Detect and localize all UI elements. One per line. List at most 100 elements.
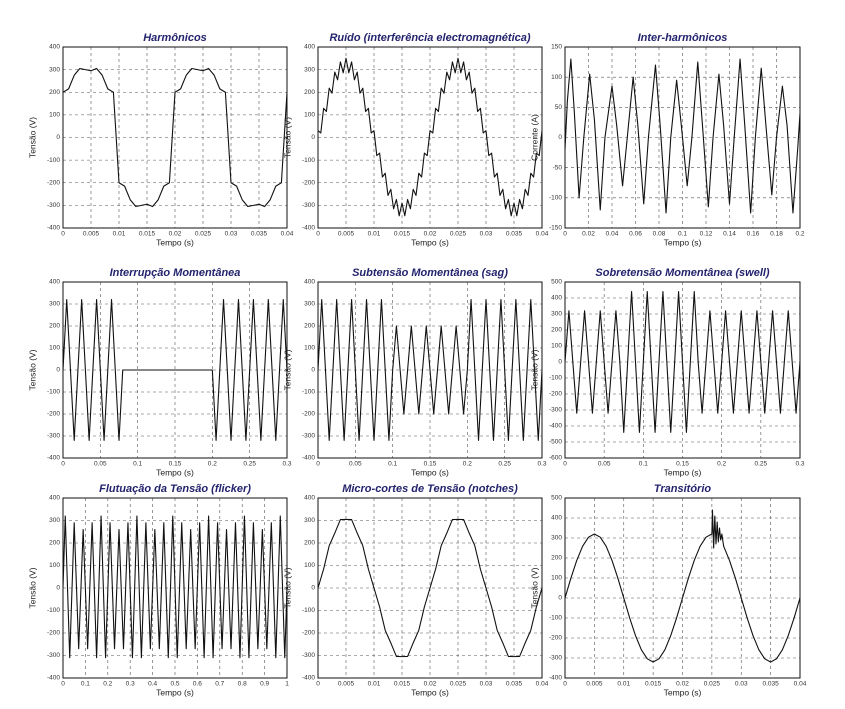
- y-tick-label: -200: [47, 630, 60, 637]
- y-axis-label: Tensão (V): [27, 349, 37, 390]
- x-tick-label: 0: [61, 681, 65, 688]
- x-tick-label: 0.25: [498, 461, 511, 468]
- y-tick-label: -300: [47, 652, 60, 659]
- x-tick-label: 0.02: [424, 231, 437, 238]
- y-tick-label: 0: [56, 367, 60, 374]
- y-tick-label: 400: [49, 44, 60, 51]
- y-tick-label: -100: [302, 157, 315, 164]
- x-tick-label: 0.03: [735, 681, 748, 688]
- x-tick-label: 0: [61, 461, 65, 468]
- y-tick-label: 400: [304, 495, 315, 502]
- x-tick-label: 0.025: [450, 231, 467, 238]
- chart-title: Flutuação da Tensão (flicker): [99, 483, 251, 495]
- plot: [318, 299, 542, 441]
- chart-title: Harmônicos: [143, 32, 207, 44]
- waveform: [318, 518, 542, 658]
- x-tick-label: 0.12: [700, 231, 713, 238]
- y-tick-label: 50: [555, 104, 563, 111]
- panel: -600 -500 -400 -300 -200 -100 0 100 200 300 400 500…: [529, 267, 805, 477]
- y-tick-label: 100: [551, 343, 562, 350]
- x-tick-label: 0.15: [676, 461, 689, 468]
- y-tick-label: -400: [302, 455, 315, 462]
- x-tick-label: 0.025: [450, 681, 467, 688]
- x-tick-label: 0.015: [645, 681, 662, 688]
- y-tick-label: 200: [551, 555, 562, 562]
- y-tick-label: 300: [551, 311, 562, 318]
- y-tick-label: -400: [549, 675, 562, 682]
- y-tick-label: -100: [549, 195, 562, 202]
- x-tick-label: 0.9: [260, 681, 269, 688]
- x-tick-label: 0.25: [755, 461, 768, 468]
- y-tick-label: -200: [47, 411, 60, 418]
- y-tick-label: 100: [49, 345, 60, 352]
- panel: -400 -300 -200 -100 0 100 200 300 400 0 0.005 0.01 0…: [282, 483, 548, 697]
- x-axis-label: Tempo (s): [411, 687, 449, 697]
- x-tick-label: 0.015: [139, 231, 156, 238]
- y-tick-label: 500: [551, 495, 562, 502]
- y-tick-label: 100: [551, 575, 562, 582]
- x-tick-label: 0.005: [586, 681, 603, 688]
- y-tick-label: -300: [302, 202, 315, 209]
- plot-frame: [317, 281, 543, 459]
- y-tick-label: 200: [49, 323, 60, 330]
- y-tick-label: 400: [551, 295, 562, 302]
- y-tick-label: -200: [47, 179, 60, 186]
- y-tick-label: -200: [302, 179, 315, 186]
- y-tick-label: 300: [304, 301, 315, 308]
- y-axis-label: Corrente (A): [529, 114, 539, 161]
- x-tick-label: 0.005: [338, 681, 355, 688]
- y-tick-label: -300: [302, 652, 315, 659]
- x-tick-label: 0.01: [617, 681, 630, 688]
- x-tick-label: 0.02: [424, 681, 437, 688]
- waveform: [63, 299, 287, 441]
- x-tick-label: 0.025: [195, 231, 212, 238]
- x-tick-label: 0.14: [723, 231, 736, 238]
- x-tick-label: 0.035: [506, 681, 523, 688]
- waveform: [565, 509, 800, 663]
- x-tick-label: 0.04: [536, 681, 549, 688]
- x-tick-label: 0.2: [103, 681, 112, 688]
- y-tick-label: 100: [304, 112, 315, 119]
- x-axis-label: Tempo (s): [664, 687, 702, 697]
- x-tick-label: 0.02: [676, 681, 689, 688]
- panel: -400 -300 -200 -100 0 100 200 300 400 0 0.05 0.1 0.1…: [27, 267, 292, 477]
- x-tick-label: 0.2: [795, 231, 804, 238]
- x-tick-label: 0.05: [94, 461, 107, 468]
- x-tick-label: 0: [316, 461, 320, 468]
- x-tick-label: 0.06: [629, 231, 642, 238]
- y-axis-label: Tensão (V): [529, 567, 539, 608]
- y-tick-label: 300: [49, 301, 60, 308]
- y-tick-label: -400: [302, 225, 315, 232]
- y-tick-label: 400: [304, 44, 315, 51]
- x-tick-label: 0.01: [113, 231, 126, 238]
- x-tick-label: 0.015: [394, 681, 411, 688]
- y-tick-label: 0: [311, 367, 315, 374]
- x-tick-label: 0.035: [762, 681, 779, 688]
- x-axis-label: Tempo (s): [156, 237, 194, 247]
- x-tick-label: 0.2: [208, 461, 217, 468]
- x-tick-label: 0.03: [225, 231, 238, 238]
- y-tick-label: -200: [549, 391, 562, 398]
- x-tick-label: 0.015: [394, 231, 411, 238]
- x-tick-label: 0.02: [582, 231, 595, 238]
- y-tick-label: 300: [551, 535, 562, 542]
- panel: -400 -300 -200 -100 0 100 200 300 400 0 0.1 0.2 0.3 0…: [27, 483, 289, 697]
- x-tick-label: 0.7: [215, 681, 224, 688]
- x-tick-label: 0: [316, 231, 320, 238]
- x-tick-label: 0.035: [251, 231, 268, 238]
- chart-title: Ruído (interferência electromagnética): [329, 32, 530, 44]
- x-axis-label: Tempo (s): [664, 467, 702, 477]
- y-tick-label: 0: [558, 595, 562, 602]
- panel: -400 -300 -200 -100 0 100 200 300 400 0 0.005 0.01 0…: [282, 32, 548, 247]
- y-axis-label: Tensão (V): [27, 567, 37, 608]
- x-tick-label: 0.01: [368, 231, 381, 238]
- x-tick-label: 0.1: [639, 461, 648, 468]
- x-tick-label: 0.035: [506, 231, 523, 238]
- x-tick-label: 0.3: [282, 461, 291, 468]
- y-tick-label: 100: [551, 74, 562, 81]
- waveform: [318, 57, 542, 217]
- y-tick-label: -400: [549, 423, 562, 430]
- plot: [565, 58, 800, 214]
- chart-title: Inter-harmônicos: [638, 32, 728, 44]
- y-tick-label: 500: [551, 279, 562, 286]
